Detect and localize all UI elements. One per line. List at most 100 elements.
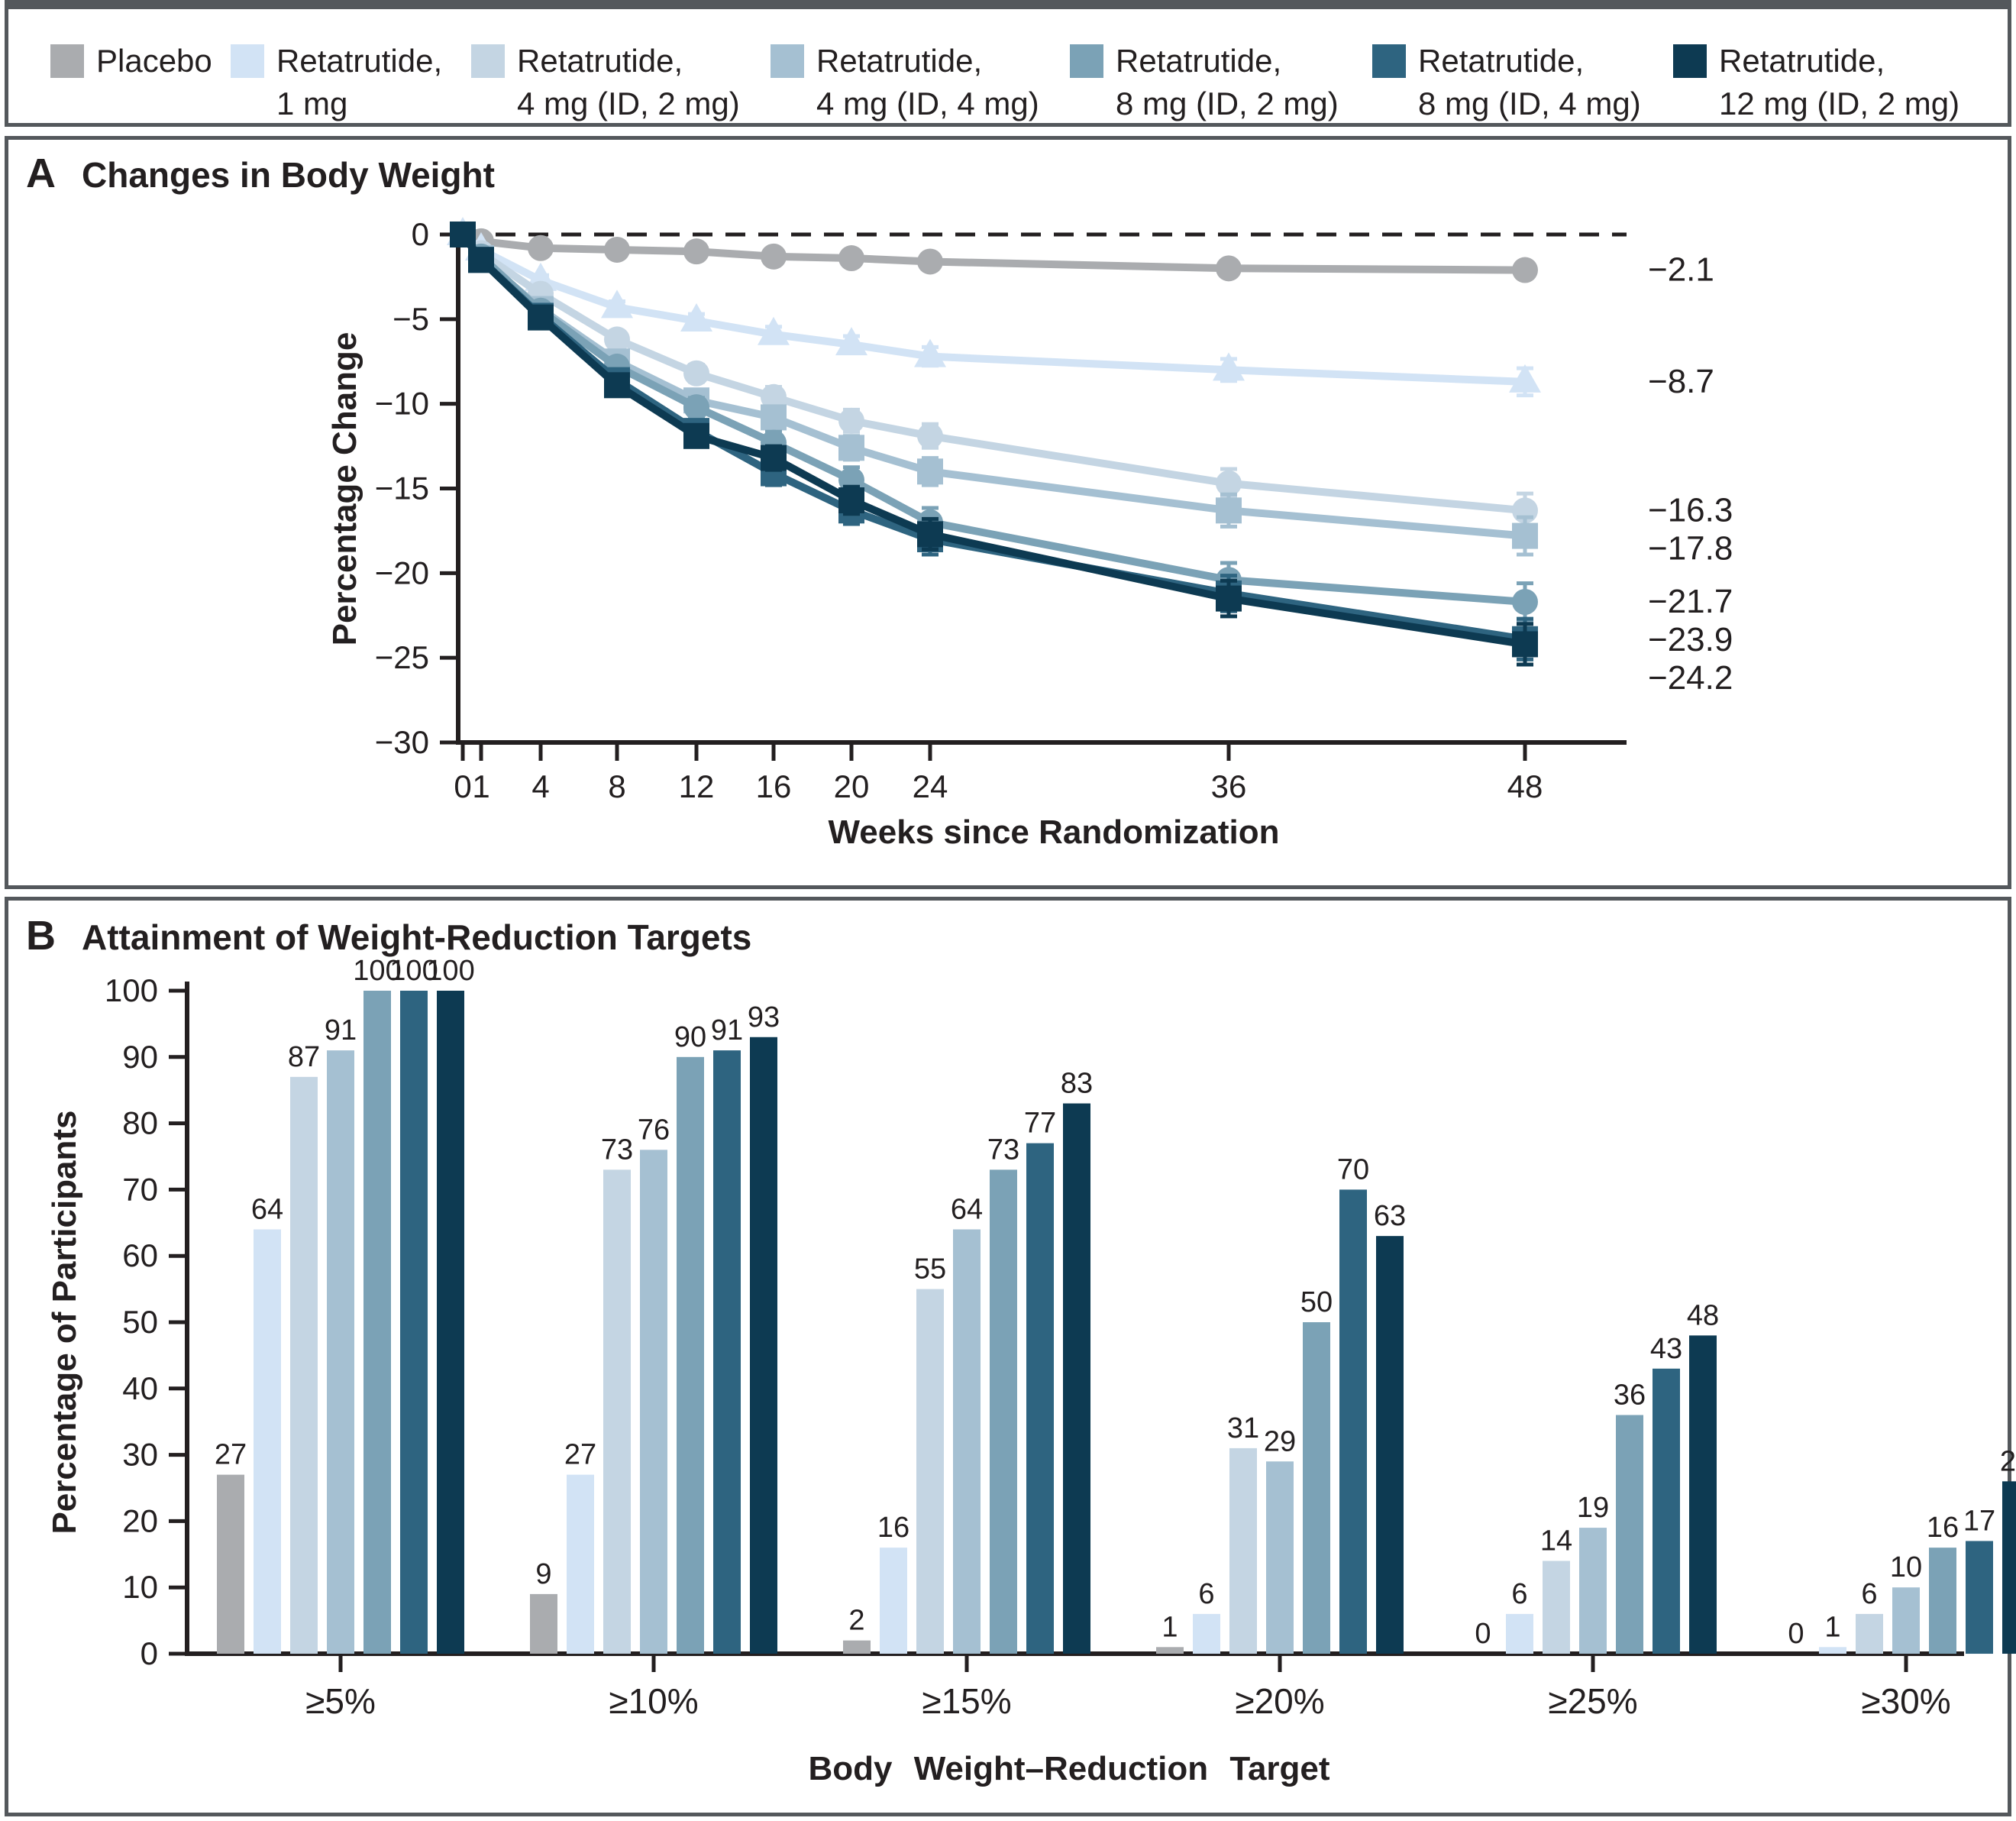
series-end-value-label: −2.1 xyxy=(1648,251,1714,289)
bar-value-label: 26 xyxy=(2000,1445,2016,1477)
bar xyxy=(290,1076,318,1654)
bar xyxy=(400,991,428,1654)
legend-label-line2: 4 mg (ID, 2 mg) xyxy=(517,86,740,121)
x-tick-label: 36 xyxy=(1211,768,1247,804)
bar-value-label: 64 xyxy=(251,1193,283,1225)
bar-value-label: 1 xyxy=(1824,1611,1840,1643)
bar-value-label: 100 xyxy=(426,955,474,987)
bar-value-label: 70 xyxy=(1337,1153,1369,1185)
bar-value-label: 16 xyxy=(1927,1512,1959,1544)
legend-label: Retatrutide, 12 mg (ID, 2 mg) xyxy=(1719,40,1959,125)
y-tick-label: −20 xyxy=(375,555,429,590)
data-point xyxy=(761,383,787,410)
bar xyxy=(640,1150,667,1654)
legend-label-line1: Retatrutide, xyxy=(1719,43,1885,79)
bar xyxy=(1339,1189,1367,1654)
panel-a-header: A Changes in Body Weight xyxy=(26,150,495,197)
data-point xyxy=(468,247,494,273)
bar xyxy=(1819,1647,1846,1654)
bar-value-label: 29 xyxy=(1264,1425,1296,1457)
legend-label-line1: Retatrutide, xyxy=(276,43,443,79)
data-point xyxy=(835,327,867,356)
bar xyxy=(437,991,464,1654)
legend-swatch-icon xyxy=(471,44,505,78)
bar xyxy=(1616,1415,1643,1654)
y-tick-label: 0 xyxy=(141,1635,158,1671)
bar-value-label: 55 xyxy=(914,1253,946,1286)
legend: Placebo Retatrutide, 1 mg Retatrutide, 4 mg … xyxy=(5,0,2011,127)
bar-value-label: 14 xyxy=(1540,1525,1572,1557)
bar-value-label: 77 xyxy=(1024,1108,1056,1140)
x-category-label: ≥10% xyxy=(609,1681,698,1721)
bar xyxy=(750,1037,777,1654)
y-tick-label: 90 xyxy=(122,1039,158,1075)
data-point xyxy=(528,234,554,261)
legend-label-line2: 8 mg (ID, 4 mg) xyxy=(1418,86,1641,121)
series-line xyxy=(459,231,1529,649)
legend-label-line1: Retatrutide, xyxy=(517,43,683,79)
data-point xyxy=(1216,255,1242,282)
bar xyxy=(1856,1613,1883,1654)
legend-label-line1: Retatrutide, xyxy=(1116,43,1282,79)
y-tick-label: 40 xyxy=(122,1370,158,1406)
bar xyxy=(1929,1548,1956,1654)
series-line xyxy=(459,231,1529,386)
bar xyxy=(1063,1103,1090,1654)
series-line xyxy=(459,231,1529,643)
series-line xyxy=(459,231,1529,515)
x-category-label: ≥25% xyxy=(1548,1681,1637,1721)
data-point xyxy=(838,487,864,514)
legend-label-line2: 8 mg (ID, 2 mg) xyxy=(1116,86,1339,121)
series-6 xyxy=(450,222,1538,667)
legend-item-retatrutide-5: Retatrutide, 8 mg (ID, 4 mg) xyxy=(1372,40,1641,125)
data-point xyxy=(1216,470,1242,496)
panel-a-x-axis-title: Weeks since Randomization xyxy=(828,813,1280,851)
legend-label: Retatrutide, 4 mg (ID, 2 mg) xyxy=(517,40,740,125)
bar-value-label: 91 xyxy=(325,1014,357,1046)
data-point xyxy=(528,304,554,331)
bar-value-label: 16 xyxy=(877,1512,909,1544)
legend-label: Retatrutide, 8 mg (ID, 4 mg) xyxy=(1418,40,1641,125)
bar xyxy=(677,1056,704,1654)
bar-value-label: 76 xyxy=(638,1114,670,1146)
y-tick-label: −10 xyxy=(375,386,429,422)
panel-b-chart: 010203040506070809010027648791100100100≥… xyxy=(105,955,2016,1721)
bar xyxy=(1966,1541,1993,1654)
legend-item-retatrutide-1: Retatrutide, 1 mg xyxy=(231,40,442,125)
y-tick-label: 100 xyxy=(105,972,158,1008)
legend-label-line1: Retatrutide, xyxy=(1418,43,1585,79)
panel-b-header: B Attainment of Weight-Reduction Targets xyxy=(26,912,751,959)
data-point xyxy=(838,245,864,272)
legend-label-line2: 1 mg xyxy=(276,86,348,121)
bar-value-label: 36 xyxy=(1614,1379,1646,1412)
bar xyxy=(1266,1461,1294,1654)
data-point xyxy=(604,326,630,353)
bar xyxy=(1026,1143,1054,1654)
bar-value-label: 91 xyxy=(711,1014,743,1046)
bar xyxy=(2002,1481,2016,1654)
data-point xyxy=(683,422,709,449)
y-tick-label: −15 xyxy=(375,471,429,506)
x-tick-label: 12 xyxy=(679,768,715,804)
data-point xyxy=(1512,631,1538,658)
legend-label-line1: Retatrutide, xyxy=(816,43,983,79)
x-tick-label: 4 xyxy=(531,768,549,804)
series-end-value-label: −23.9 xyxy=(1648,621,1733,658)
bar-value-label: 6 xyxy=(1861,1578,1877,1610)
legend-label-line2: 12 mg (ID, 2 mg) xyxy=(1719,86,1960,121)
y-tick-label: 80 xyxy=(122,1105,158,1141)
data-point xyxy=(450,222,476,247)
bar-value-label: 90 xyxy=(674,1021,706,1053)
data-point xyxy=(1509,364,1541,393)
bar-value-label: 27 xyxy=(215,1439,247,1471)
bar-value-label: 10 xyxy=(1890,1551,1922,1583)
bar-value-label: 100 xyxy=(389,955,438,987)
data-point xyxy=(680,303,712,332)
bar xyxy=(1193,1613,1220,1654)
bar xyxy=(990,1169,1017,1654)
bar-value-label: 63 xyxy=(1374,1200,1406,1232)
data-point xyxy=(604,236,630,263)
